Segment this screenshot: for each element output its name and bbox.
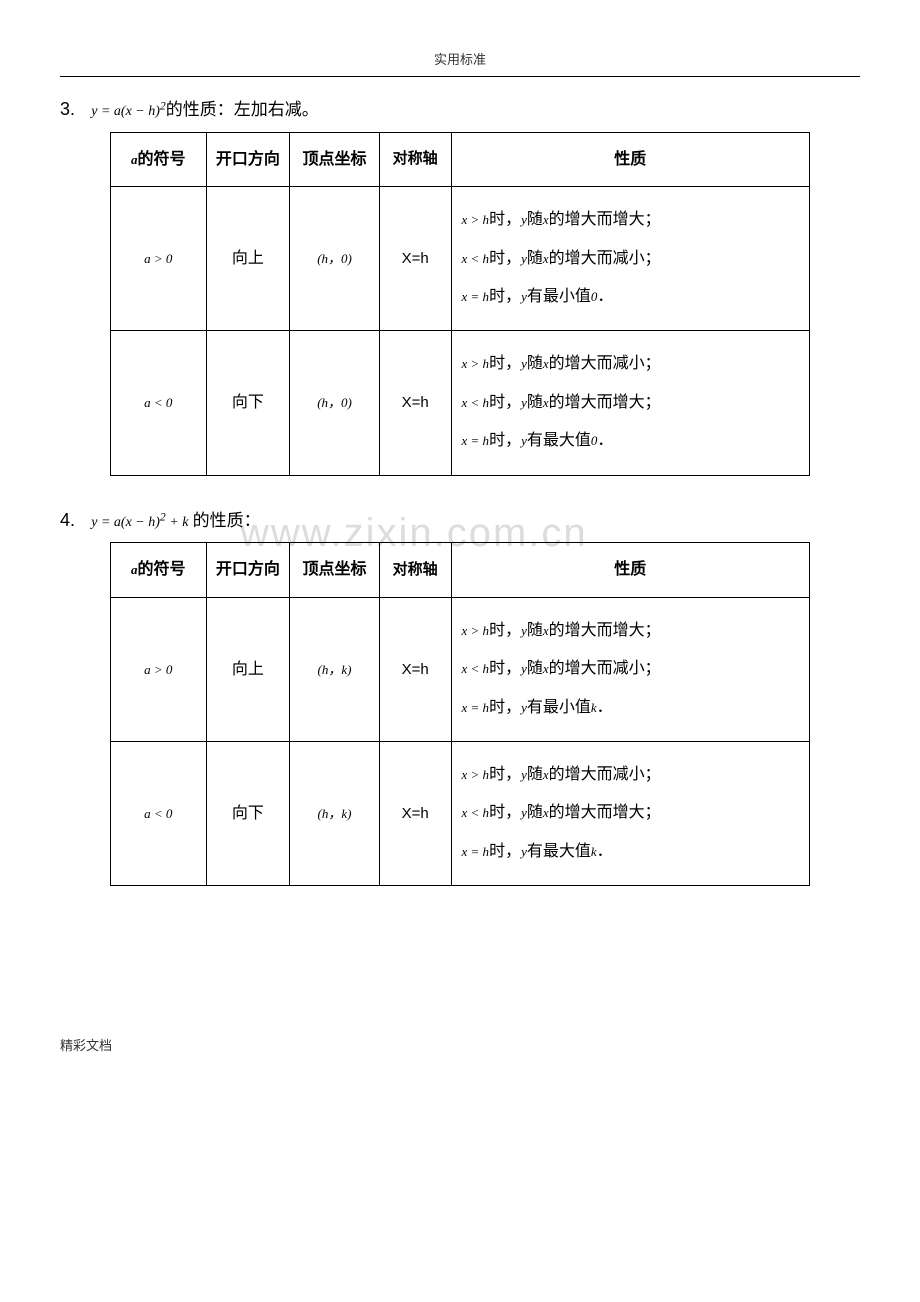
table-header-row: a的符号 开口方向 顶点坐标 对称轴 性质 — [111, 543, 810, 598]
cell-direction: 向下 — [206, 742, 290, 886]
header-vertex: 顶点坐标 — [290, 543, 380, 598]
header-axis: 对称轴 — [379, 543, 451, 598]
cell-axis: X=h — [379, 331, 451, 475]
cell-vertex: (h，k) — [290, 597, 380, 741]
cell-axis: X=h — [379, 742, 451, 886]
content-wrapper: 3. y = a(x − h)2的性质：左加右减。 a的符号 开口方向 顶点坐标… — [60, 95, 860, 886]
section4-formula: y = a(x − h)2 + k — [91, 515, 188, 530]
cell-direction: 向上 — [206, 597, 290, 741]
cell-vertex: (h，k) — [290, 742, 380, 886]
cell-props: x > h时，y随x的增大而增大； x < h时，y随x的增大而减小； x = … — [451, 187, 809, 331]
cell-vertex: (h，0) — [290, 187, 380, 331]
cell-props: x > h时，y随x的增大而增大； x < h时，y随x的增大而减小； x = … — [451, 597, 809, 741]
cell-vertex: (h，0) — [290, 331, 380, 475]
section3-title: 3. y = a(x − h)2的性质：左加右减。 — [60, 95, 860, 124]
table-row: a < 0 向下 (h，0) X=h x > h时，y随x的增大而减小； x <… — [111, 331, 810, 475]
cell-sign: a < 0 — [111, 742, 207, 886]
cell-props: x > h时，y随x的增大而减小； x < h时，y随x的增大而增大； x = … — [451, 742, 809, 886]
header-props: 性质 — [451, 543, 809, 598]
cell-sign: a < 0 — [111, 331, 207, 475]
header-axis: 对称轴 — [379, 132, 451, 187]
section4-tail: 的性质： — [188, 511, 260, 530]
table-header-row: a的符号 开口方向 顶点坐标 对称轴 性质 — [111, 132, 810, 187]
header-direction: 开口方向 — [206, 543, 290, 598]
section3-table: a的符号 开口方向 顶点坐标 对称轴 性质 a > 0 向上 (h，0) X=h… — [110, 132, 810, 476]
table-row: a > 0 向上 (h，0) X=h x > h时，y随x的增大而增大； x <… — [111, 187, 810, 331]
header-sign: a的符号 — [111, 543, 207, 598]
section3-number: 3. — [60, 99, 75, 119]
header-vertex: 顶点坐标 — [290, 132, 380, 187]
section3-formula: y = a(x − h)2 — [91, 104, 165, 119]
table-row: a > 0 向上 (h，k) X=h x > h时，y随x的增大而增大； x <… — [111, 597, 810, 741]
section4-number: 4. — [60, 510, 75, 530]
cell-axis: X=h — [379, 597, 451, 741]
cell-sign: a > 0 — [111, 597, 207, 741]
section3-tail: 的性质：左加右减。 — [166, 100, 319, 119]
header-sign: a的符号 — [111, 132, 207, 187]
section4-title: www.zixin.com.cn 4. y = a(x − h)2 + k 的性… — [60, 506, 860, 535]
header-direction: 开口方向 — [206, 132, 290, 187]
cell-sign: a > 0 — [111, 187, 207, 331]
page-header: 实用标准 — [60, 50, 860, 77]
cell-axis: X=h — [379, 187, 451, 331]
table-row: a < 0 向下 (h，k) X=h x > h时，y随x的增大而减小； x <… — [111, 742, 810, 886]
header-props: 性质 — [451, 132, 809, 187]
page-footer: 精彩文档 — [60, 1036, 860, 1057]
cell-direction: 向下 — [206, 331, 290, 475]
section4-table: a的符号 开口方向 顶点坐标 对称轴 性质 a > 0 向上 (h，k) X=h… — [110, 542, 810, 886]
cell-direction: 向上 — [206, 187, 290, 331]
cell-props: x > h时，y随x的增大而减小； x < h时，y随x的增大而增大； x = … — [451, 331, 809, 475]
